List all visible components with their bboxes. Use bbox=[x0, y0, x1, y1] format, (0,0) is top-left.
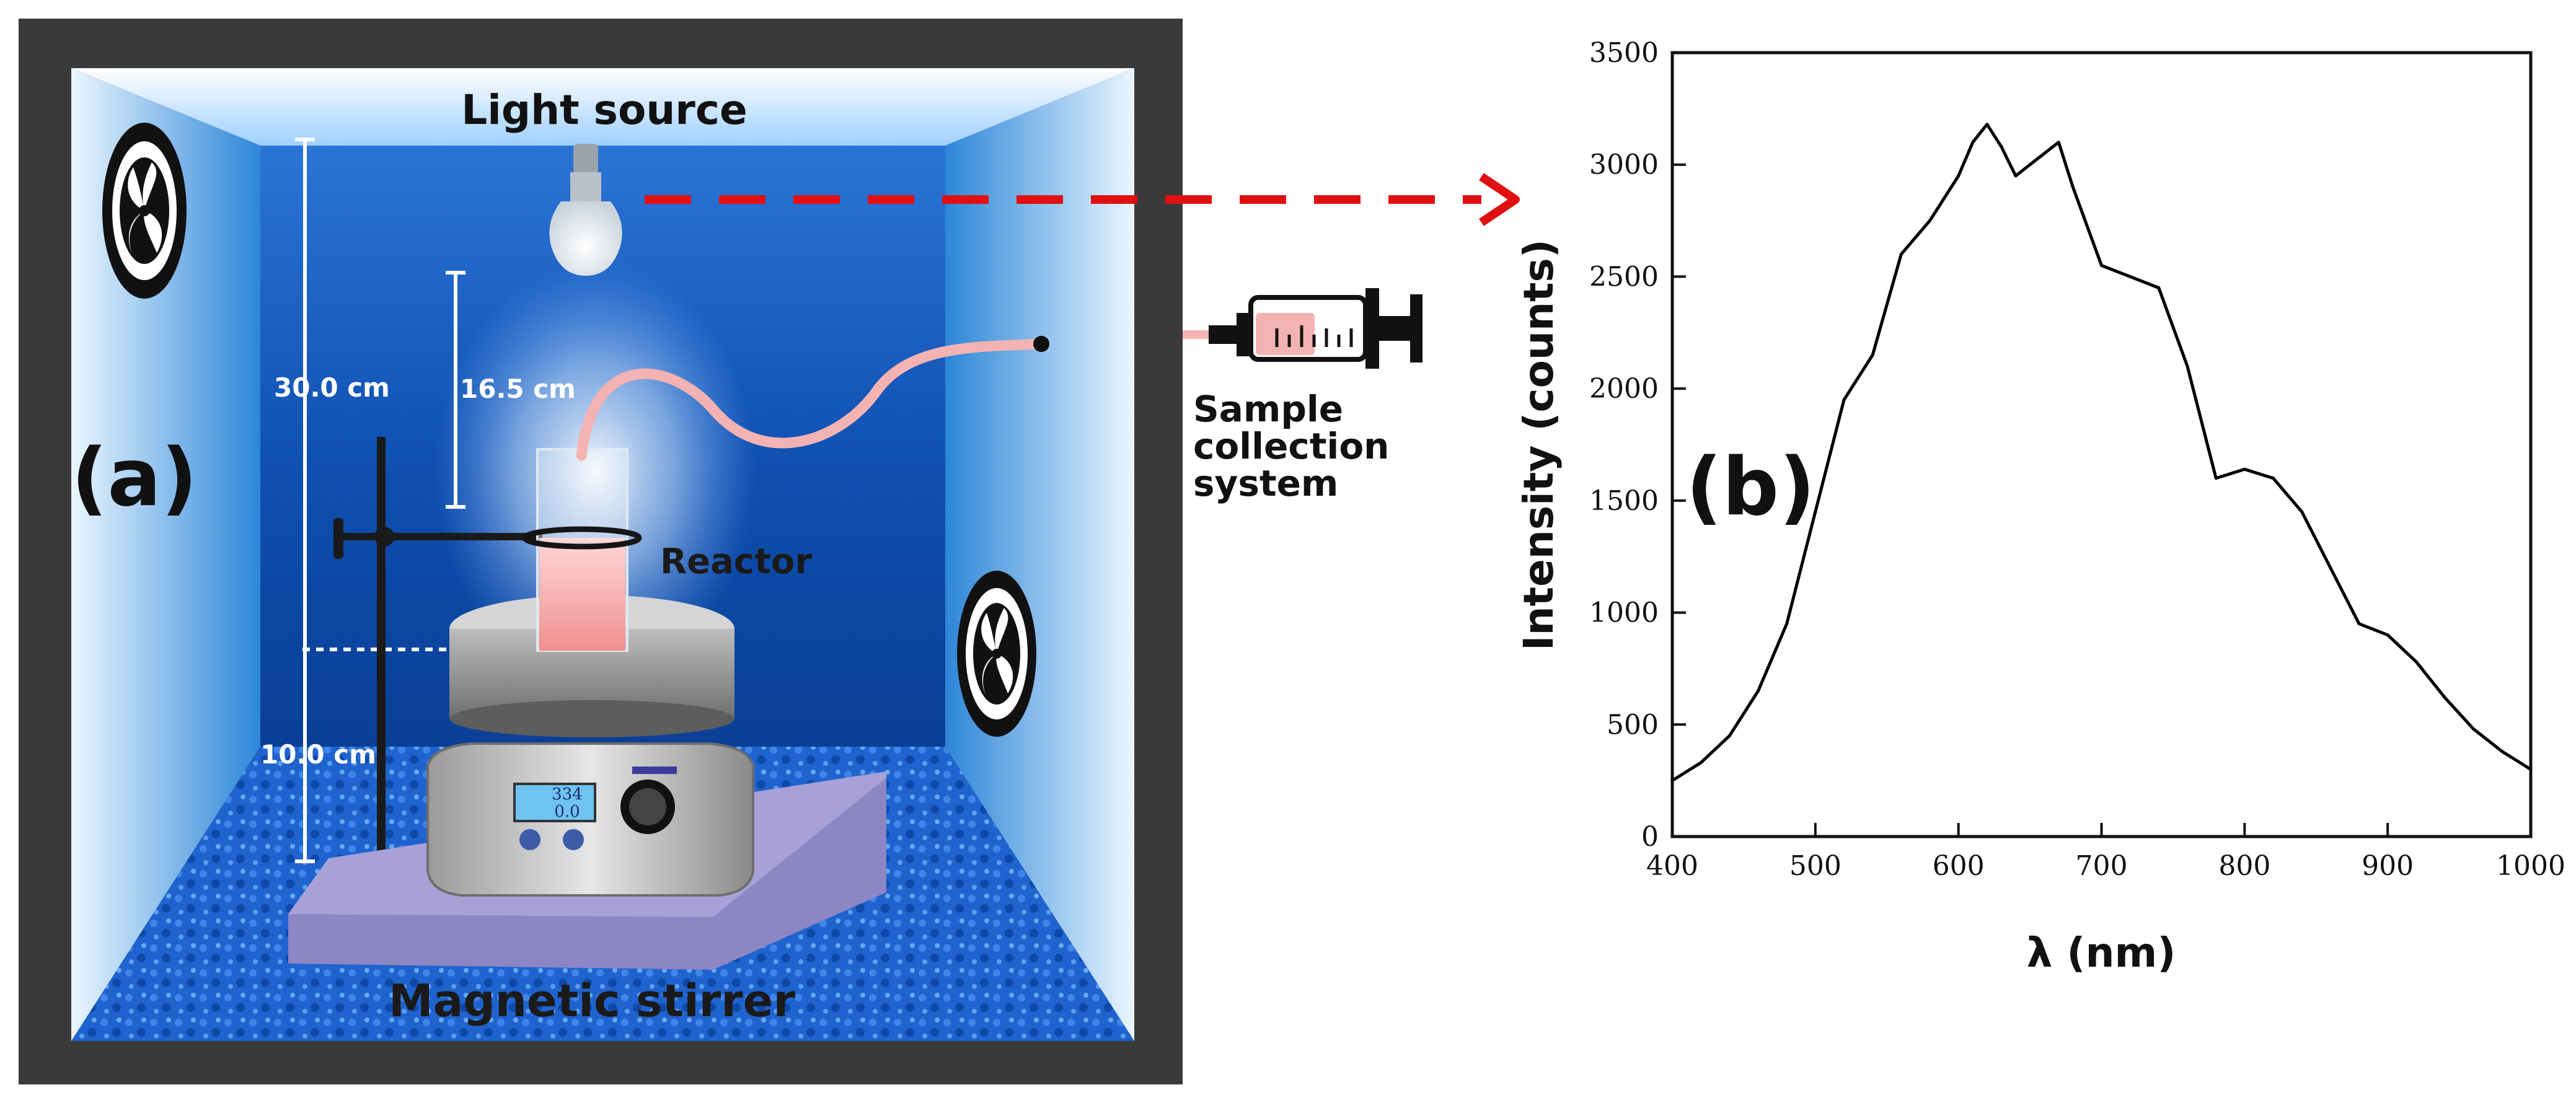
dimension-lines bbox=[295, 138, 545, 863]
spectrum-point bbox=[1871, 353, 1874, 357]
light-source-label: Light source bbox=[461, 86, 747, 134]
dimension-light-to-reactor-label: 16.5 cm bbox=[460, 374, 576, 404]
x-tick-label: 400 bbox=[1646, 850, 1698, 882]
wall-port bbox=[1033, 336, 1049, 352]
chamber-right-wall bbox=[945, 68, 1134, 1041]
x-tick-label: 800 bbox=[2218, 850, 2270, 882]
y-tick-label: 500 bbox=[1607, 709, 1659, 740]
spectrum-point bbox=[2000, 145, 2003, 149]
spectrum-point bbox=[1971, 141, 1975, 144]
panel-a-label: (a) bbox=[71, 432, 197, 524]
syringe-icon bbox=[1209, 288, 1423, 369]
spectrum-point bbox=[1757, 689, 1760, 693]
spectrum-point bbox=[2100, 263, 2103, 267]
spectrum-point bbox=[1928, 219, 1931, 222]
sample-collection-label: Sample collection system bbox=[1193, 388, 1402, 504]
spectrum-point bbox=[2014, 174, 2018, 178]
spectrum-point bbox=[2042, 152, 2046, 156]
panel-a-setup: Light source 30.0 cm 16.5 cm 10.0 cm (a) bbox=[19, 19, 1520, 1084]
spectrum-point bbox=[2071, 185, 2075, 189]
spectrum-point bbox=[1842, 398, 1846, 402]
lightbulb-icon bbox=[549, 144, 622, 276]
dimension-total-label: 30.0 cm bbox=[274, 372, 390, 403]
chamber-left-wall bbox=[71, 68, 260, 1041]
spectrum-point bbox=[2186, 364, 2189, 368]
stirrer-display bbox=[513, 783, 596, 822]
beaker-icon bbox=[522, 448, 642, 652]
sampling-tube bbox=[576, 338, 1047, 461]
spectrum-point bbox=[2300, 510, 2304, 514]
spectrum-point bbox=[2329, 566, 2332, 569]
chart-marks: 400 500 600 700 800 900 1000 0 500 1000 1500 2000 25… bbox=[1589, 37, 2565, 882]
stirrer-display-line1: 334 bbox=[552, 785, 583, 804]
spectrum-point bbox=[1785, 622, 1789, 626]
spectrum-point bbox=[2057, 141, 2060, 144]
x-tick-label: 500 bbox=[1789, 850, 1842, 882]
x-tick-label: 1000 bbox=[2496, 850, 2565, 882]
spectrum-point bbox=[1670, 779, 1674, 783]
chamber-ceiling bbox=[71, 68, 1134, 146]
spectrum-point bbox=[1899, 252, 1903, 256]
spectrum-point bbox=[1699, 761, 1703, 765]
light-glow bbox=[434, 260, 756, 682]
dimension-floor-to-reactor-label: 10.0 cm bbox=[260, 739, 376, 770]
spectrum-point bbox=[1985, 123, 1989, 126]
spectrum-point bbox=[2028, 163, 2032, 167]
sample-collection-label-line2: collection bbox=[1193, 425, 1389, 467]
y-tick-label: 2000 bbox=[1589, 373, 1659, 405]
spectrum-point bbox=[2386, 633, 2389, 637]
panel-b-label: (b) bbox=[1686, 441, 1815, 534]
stirrer-display-line2: 0.0 bbox=[554, 802, 580, 821]
x-tick-label: 900 bbox=[2362, 850, 2414, 882]
reactor-label: Reactor bbox=[660, 542, 812, 582]
y-axis-label: Intensity (counts) bbox=[1515, 239, 1563, 651]
spectrum-point bbox=[2357, 622, 2361, 626]
spectrum-point bbox=[2157, 286, 2161, 289]
spectrum-point bbox=[2128, 275, 2132, 278]
spectrum-point bbox=[1957, 174, 1961, 178]
magnetic-stirrer-label: Magnetic stirrer bbox=[389, 975, 796, 1027]
fan-icon bbox=[957, 571, 1036, 737]
spectrum-point bbox=[2214, 477, 2218, 480]
y-tick-label: 3000 bbox=[1589, 149, 1659, 181]
y-tick-label: 0 bbox=[1641, 821, 1659, 853]
y-tick-label: 2500 bbox=[1589, 261, 1659, 292]
x-axis-label: λ (nm) bbox=[2027, 929, 2176, 977]
fan-icon bbox=[102, 123, 187, 299]
spectrum-point bbox=[1814, 510, 1817, 514]
spectrum-point bbox=[2500, 750, 2504, 754]
panel-b-spectrum: 400 500 600 700 800 900 1000 0 500 1000 1500 2000 25… bbox=[1515, 37, 2565, 977]
y-tick-label: 1500 bbox=[1589, 485, 1659, 517]
sample-collection-label-line3: system bbox=[1193, 462, 1338, 504]
light-spectrum-arrow bbox=[645, 173, 1520, 226]
spectrum-point bbox=[2272, 477, 2275, 480]
spectrum-point bbox=[2529, 768, 2533, 771]
spectrum-point bbox=[2243, 467, 2246, 471]
spectrum-point bbox=[2443, 696, 2446, 700]
spectrum-point bbox=[2414, 660, 2418, 664]
x-tick-label: 700 bbox=[2076, 850, 2128, 882]
y-tick-label: 3500 bbox=[1589, 37, 1659, 69]
clamp-stand-icon bbox=[333, 437, 542, 864]
spectrum-point bbox=[1727, 734, 1731, 737]
sample-collection-label-line1: Sample bbox=[1193, 388, 1343, 430]
x-tick-label: 600 bbox=[1933, 850, 1985, 882]
spectrum-point bbox=[2472, 727, 2476, 731]
y-tick-label: 1000 bbox=[1589, 597, 1659, 629]
